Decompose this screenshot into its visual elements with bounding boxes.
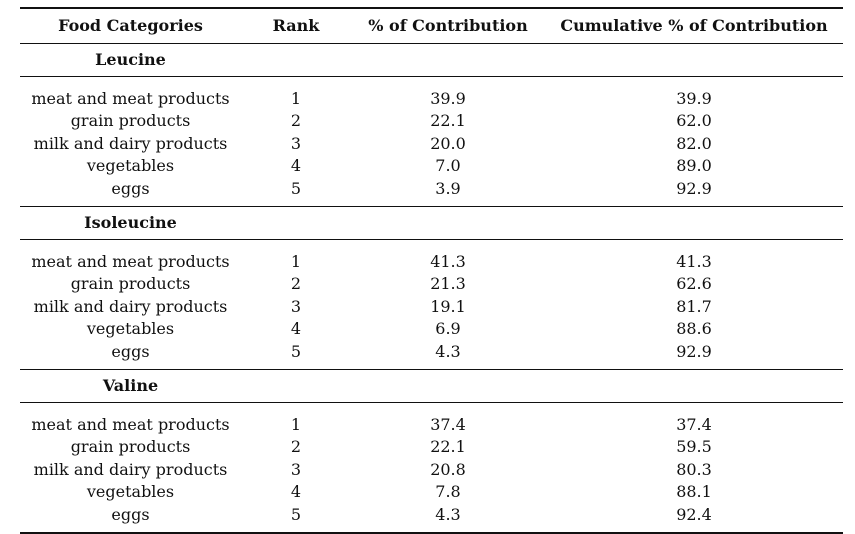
group-leucine: Leucine meat and meat products 1 39.9 39… (20, 44, 843, 206)
table-row: milk and dairy products 3 20.0 82.0 (20, 133, 843, 155)
cell-rank: 5 (290, 504, 302, 524)
group-isoleucine: Isoleucine meat and meat products 1 41.3… (20, 207, 843, 369)
table-row: eggs 5 4.3 92.9 (20, 341, 843, 363)
group-separator-rule (20, 369, 843, 371)
cell-rank: 1 (290, 89, 302, 108)
cell-contribution: 4.3 (435, 341, 461, 361)
cell-cumulative: 88.1 (676, 482, 712, 502)
cell-cumulative: 80.3 (676, 459, 712, 479)
cell-rank: 4 (290, 319, 302, 339)
cell-food-category: vegetables (86, 156, 175, 176)
cell-cumulative: 81.7 (676, 296, 712, 316)
cell-cumulative: 39.9 (676, 89, 712, 108)
table-row: eggs 5 4.3 92.4 (20, 504, 843, 526)
group-title-rule (20, 402, 843, 404)
cell-rank: 3 (290, 133, 302, 153)
group-title-row: Isoleucine (20, 207, 843, 239)
table-row: meat and meat products 1 39.9 39.9 (20, 88, 843, 110)
cell-contribution: 22.1 (430, 111, 466, 131)
table-row: meat and meat products 1 37.4 37.4 (20, 414, 843, 436)
cell-contribution: 3.9 (435, 178, 461, 198)
cell-contribution: 7.8 (435, 482, 461, 502)
cell-food-category: milk and dairy products (33, 459, 228, 479)
cell-food-category: vegetables (86, 482, 175, 502)
cell-food-category: eggs (111, 504, 150, 524)
cell-food-category: milk and dairy products (33, 296, 228, 316)
cell-rank: 1 (290, 415, 302, 435)
cell-contribution: 7.0 (435, 156, 461, 176)
cell-cumulative: 88.6 (676, 319, 712, 339)
header-food-categories: Food Categories (58, 15, 203, 35)
cell-cumulative: 62.6 (676, 274, 712, 294)
cell-rank: 2 (290, 437, 302, 457)
cell-rank: 5 (290, 341, 302, 361)
cell-contribution: 21.3 (430, 274, 466, 294)
cell-food-category: meat and meat products (31, 415, 230, 435)
table-row: milk and dairy products 3 20.8 80.3 (20, 459, 843, 481)
cell-rank: 2 (290, 111, 302, 131)
cell-cumulative: 62.0 (676, 111, 712, 131)
header-cumulative-contribution: Cumulative % of Contribution (560, 15, 828, 35)
cell-rank: 1 (290, 252, 302, 272)
table-row: vegetables 4 7.8 88.1 (20, 481, 843, 503)
group-separator-rule (20, 206, 843, 208)
group-title-rule (20, 76, 843, 77)
cell-cumulative: 37.4 (676, 415, 712, 435)
cell-rank: 3 (290, 459, 302, 479)
cell-contribution: 20.8 (430, 459, 466, 479)
table-row: milk and dairy products 3 19.1 81.7 (20, 296, 843, 318)
table-row: eggs 5 3.9 92.9 (20, 178, 843, 200)
table-row: grain products 2 22.1 59.5 (20, 436, 843, 458)
contribution-table: Food Categories Rank % of Contribution C… (20, 7, 843, 534)
cell-food-category: meat and meat products (31, 252, 230, 272)
cell-cumulative: 92.9 (676, 341, 712, 361)
group-title: Leucine (95, 49, 166, 69)
cell-cumulative: 89.0 (676, 156, 712, 176)
cell-cumulative: 82.0 (676, 133, 712, 153)
cell-cumulative: 92.4 (676, 504, 712, 524)
group-title-row: Leucine (20, 44, 843, 76)
cell-food-category: eggs (111, 178, 150, 198)
group-title-rule (20, 239, 843, 241)
cell-contribution: 39.9 (430, 89, 466, 108)
group-valine: Valine meat and meat products 1 37.4 37.… (20, 370, 843, 532)
cell-food-category: grain products (70, 274, 191, 294)
cell-contribution: 41.3 (430, 252, 466, 272)
header-contribution: % of Contribution (368, 15, 528, 35)
header-row: Food Categories Rank % of Contribution C… (20, 9, 843, 43)
cell-rank: 4 (290, 482, 302, 502)
cell-food-category: meat and meat products (31, 89, 230, 108)
top-rule (20, 7, 843, 9)
cell-contribution: 22.1 (430, 437, 466, 457)
cell-cumulative: 59.5 (676, 437, 712, 457)
cell-cumulative: 92.9 (676, 178, 712, 198)
table-row: grain products 2 21.3 62.6 (20, 273, 843, 295)
cell-food-category: grain products (70, 111, 191, 131)
header-rank: Rank (272, 15, 320, 35)
header-rule (20, 43, 843, 44)
group-title: Isoleucine (84, 212, 177, 232)
cell-contribution: 19.1 (430, 296, 466, 316)
cell-contribution: 20.0 (430, 133, 466, 153)
cell-rank: 2 (290, 274, 302, 294)
group-title-row: Valine (20, 370, 843, 402)
table-row: meat and meat products 1 41.3 41.3 (20, 251, 843, 273)
cell-rank: 5 (290, 178, 302, 198)
cell-food-category: vegetables (86, 319, 175, 339)
cell-food-category: milk and dairy products (33, 133, 228, 153)
cell-contribution: 4.3 (435, 504, 461, 524)
table-row: vegetables 4 6.9 88.6 (20, 318, 843, 340)
cell-food-category: grain products (70, 437, 191, 457)
table-row: vegetables 4 7.0 89.0 (20, 155, 843, 177)
cell-rank: 3 (290, 296, 302, 316)
cell-contribution: 37.4 (430, 415, 466, 435)
cell-contribution: 6.9 (435, 319, 461, 339)
cell-cumulative: 41.3 (676, 252, 712, 272)
cell-food-category: eggs (111, 341, 150, 361)
table-row: grain products 2 22.1 62.0 (20, 110, 843, 132)
group-title: Valine (102, 375, 159, 395)
cell-rank: 4 (290, 156, 302, 176)
